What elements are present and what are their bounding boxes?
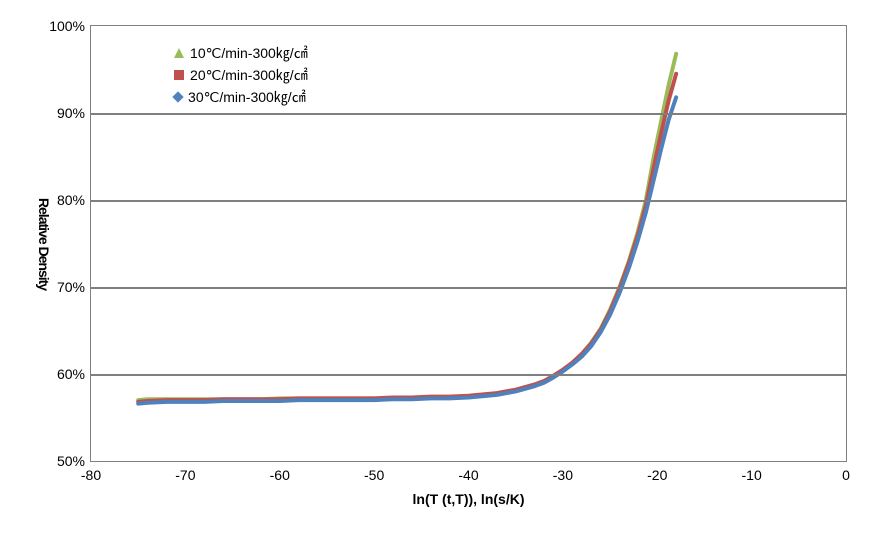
legend-item: 20℃/min-300㎏/㎠ [174,65,308,85]
y-tick-label: 70% [57,279,85,295]
plot-area: 10℃/min-300㎏/㎠20℃/min-300㎏/㎠30℃/min-300㎏… [90,25,847,462]
x-tick-label: -70 [175,467,195,483]
chart-container: 10℃/min-300㎏/㎠20℃/min-300㎏/㎠30℃/min-300㎏… [0,0,879,540]
x-tick-label: -50 [364,467,384,483]
legend: 10℃/min-300㎏/㎠20℃/min-300㎏/㎠30℃/min-300㎏… [174,43,308,109]
gridline-h [91,287,846,289]
x-tick-label: 0 [842,467,850,483]
legend-label: 20℃/min-300㎏/㎠ [190,65,308,85]
legend-marker-icon [174,48,184,58]
gridline-h [91,200,846,202]
series-line [138,74,676,402]
x-tick-label: -80 [81,467,101,483]
y-tick-label: 90% [57,105,85,121]
x-tick-label: -20 [647,467,667,483]
legend-marker-icon [172,92,183,103]
y-tick-label: 60% [57,366,85,382]
x-tick-label: -10 [742,467,762,483]
x-tick-label: -60 [270,467,290,483]
series-line [138,97,676,403]
x-tick-label: -40 [458,467,478,483]
legend-item: 30℃/min-300㎏/㎠ [174,87,308,107]
x-tick-label: -30 [553,467,573,483]
legend-item: 10℃/min-300㎏/㎠ [174,43,308,63]
legend-label: 30℃/min-300㎏/㎠ [188,87,306,107]
y-axis-title: Relative Density [37,197,51,289]
gridline-h [91,374,846,376]
gridline-h [91,113,846,115]
x-axis-title: ln(T (t,T)), ln(s/K) [413,491,525,507]
y-tick-label: 80% [57,192,85,208]
y-tick-label: 100% [49,18,85,34]
legend-label: 10℃/min-300㎏/㎠ [190,43,308,63]
legend-marker-icon [174,70,184,80]
